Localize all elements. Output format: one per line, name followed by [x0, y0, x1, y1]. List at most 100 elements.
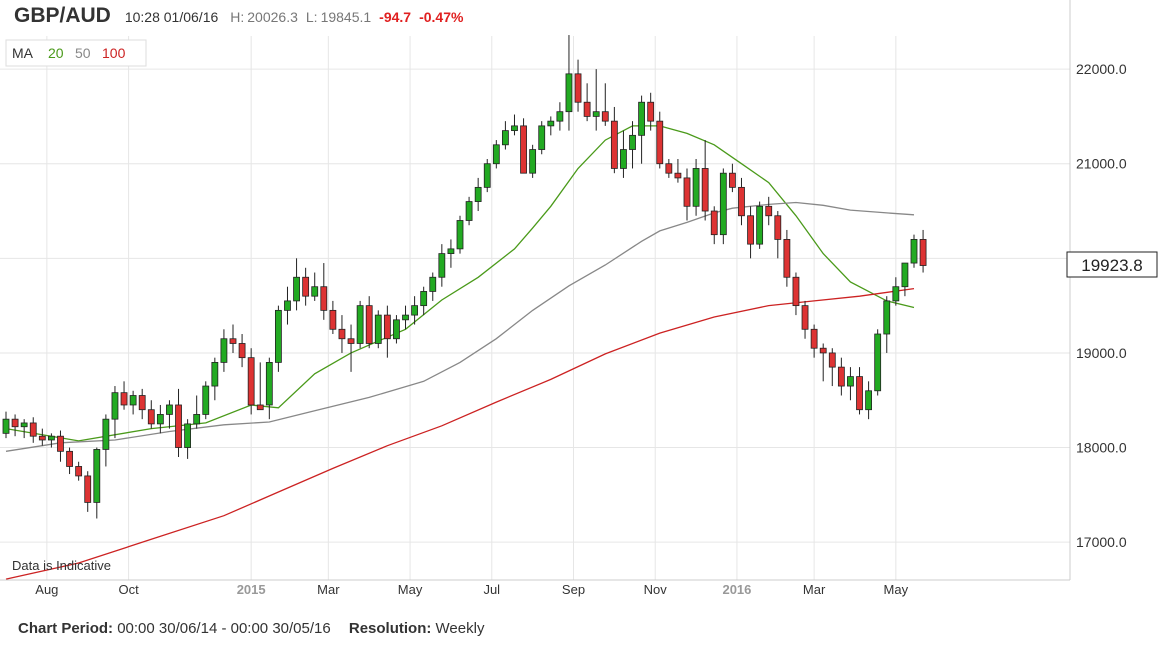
candle — [483, 158, 491, 193]
candle-body — [837, 366, 845, 387]
x-tick-label: Nov — [644, 582, 668, 597]
candle — [193, 395, 201, 429]
candles — [2, 35, 927, 519]
candle — [620, 130, 627, 178]
candle-body — [647, 101, 655, 122]
candle — [919, 229, 927, 273]
candle-body — [492, 144, 500, 165]
candle-body — [166, 404, 173, 415]
candle-body — [2, 418, 10, 434]
current-price-label: 19923.8 — [1081, 256, 1142, 275]
candle — [656, 111, 664, 169]
candle-body — [783, 239, 791, 278]
candle — [520, 118, 527, 174]
candle — [574, 59, 582, 112]
indicative-note: Data is Indicative — [12, 558, 111, 573]
candle — [529, 144, 537, 178]
candle-body — [474, 186, 482, 202]
candle — [774, 211, 782, 259]
x-tick-label: Mar — [803, 582, 826, 597]
resolution-value: Weekly — [435, 620, 485, 637]
candle — [220, 329, 228, 372]
candle — [565, 35, 573, 131]
candle — [810, 324, 818, 358]
x-tick-label: Sep — [562, 582, 585, 597]
candle-body — [93, 449, 101, 503]
candle — [111, 386, 119, 439]
candle — [338, 315, 346, 353]
ma-line — [5, 287, 915, 580]
candle — [819, 343, 827, 382]
candle — [492, 140, 500, 169]
candle-body — [483, 163, 491, 188]
candle-body — [338, 328, 346, 340]
candle — [756, 201, 764, 249]
resolution-label: Resolution: — [348, 620, 432, 637]
candle — [256, 362, 264, 411]
candle-body — [547, 120, 555, 127]
candle-body — [156, 414, 164, 425]
candle — [383, 305, 391, 358]
ma-legend: MA 20 50 100 — [5, 39, 147, 67]
candle — [719, 168, 727, 245]
price-chart[interactable]: 17000.018000.019000.020000.021000.022000… — [0, 0, 1168, 612]
candle-body — [256, 404, 264, 411]
legend-ma-100: 100 — [102, 45, 126, 61]
candle — [674, 158, 682, 183]
candle-body — [365, 305, 373, 344]
candle-body — [574, 73, 582, 103]
candle-body — [756, 205, 764, 245]
candle-body — [302, 276, 310, 297]
candle — [665, 158, 673, 178]
chart-header: GBP/AUD 10:28 01/06/16 H: 20026.3 L: 198… — [14, 4, 471, 32]
candle-body — [738, 186, 745, 217]
candle — [801, 300, 809, 339]
x-tick-label: May — [884, 582, 909, 597]
x-tick-label: 2016 — [722, 582, 751, 597]
candle-body — [347, 338, 355, 344]
candle — [629, 121, 636, 169]
candle-body — [565, 73, 573, 113]
candle-body — [284, 300, 291, 311]
candle — [320, 263, 328, 320]
candle-body — [511, 125, 518, 132]
candle-body — [529, 149, 537, 174]
candle-body — [193, 414, 201, 425]
candle-body — [656, 120, 664, 165]
candle-body — [229, 338, 237, 344]
candle-body — [583, 101, 591, 117]
candle-body — [147, 409, 155, 425]
candle — [11, 414, 19, 437]
candle-body — [329, 309, 337, 330]
candle-body — [665, 163, 673, 174]
candle — [102, 414, 110, 467]
candle — [783, 229, 791, 287]
legend-box — [5, 39, 147, 67]
candle — [556, 102, 564, 131]
candle-body — [901, 262, 909, 288]
candle-body — [265, 361, 273, 406]
candle — [592, 69, 600, 131]
candle-body — [320, 286, 328, 311]
current-price-frame — [1066, 251, 1158, 278]
grid — [0, 36, 1070, 580]
candle — [847, 367, 854, 401]
candle — [411, 296, 419, 325]
candle — [692, 158, 700, 216]
candle-body — [765, 205, 773, 217]
legend-ma-label: MA — [12, 45, 34, 61]
y-tick-label: 19000.0 — [1076, 345, 1127, 361]
candle-body — [202, 385, 210, 415]
candle — [610, 106, 618, 174]
candle-body — [11, 418, 19, 428]
candle-body — [538, 125, 546, 150]
candle-body — [729, 172, 736, 188]
candle-body — [810, 328, 818, 349]
candle-body — [456, 220, 464, 250]
candle-body — [610, 120, 618, 169]
candle-body — [238, 343, 246, 359]
candle-body — [747, 215, 754, 245]
candle-body — [102, 418, 110, 450]
candle-body — [293, 276, 300, 302]
candle — [892, 277, 900, 306]
